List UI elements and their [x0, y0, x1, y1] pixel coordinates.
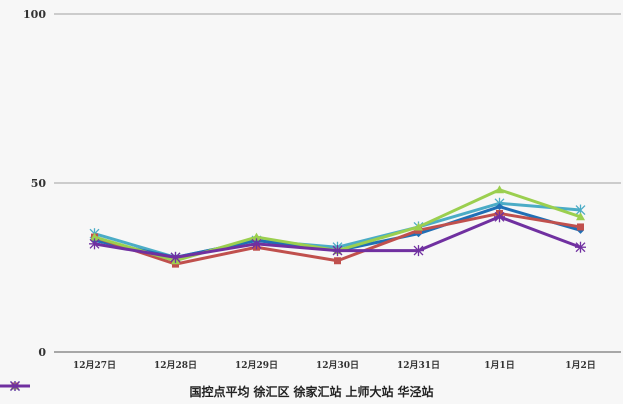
legend-item: 上师大站	[0, 381, 394, 400]
x-tick-label: 12月30日	[316, 360, 359, 371]
x-tick-label: 12月31日	[397, 360, 440, 371]
legend-swatch-icon	[0, 381, 30, 391]
x-tick-label: 12月27日	[73, 360, 116, 371]
x-tick-label: 12月29日	[235, 360, 278, 371]
legend-item: 徐家汇站	[0, 382, 342, 400]
legend-item: 徐汇区	[0, 382, 290, 400]
series-line	[89, 211, 586, 263]
legend-label: 华泾站	[397, 384, 434, 399]
legend-item: 华泾站	[0, 381, 434, 400]
legend-label: 徐汇区	[253, 384, 290, 399]
y-tick-label: 50	[31, 177, 47, 190]
x-tick-label: 1月2日	[565, 360, 596, 371]
legend-label: 国控点平均	[189, 384, 250, 399]
y-tick-label: 0	[38, 346, 46, 359]
chart-legend: 国控点平均 徐汇区 徐家汇站 上师大站 华泾站	[0, 381, 623, 401]
legend-item: 国控点平均	[0, 381, 250, 400]
legend-label: 徐家汇站	[293, 384, 342, 399]
y-tick-label: 100	[23, 8, 46, 21]
x-tick-label: 1月1日	[484, 360, 515, 371]
right-edge-strip	[623, 0, 637, 404]
legend-label: 上师大站	[345, 384, 394, 399]
x-tick-label: 12月28日	[154, 360, 197, 371]
